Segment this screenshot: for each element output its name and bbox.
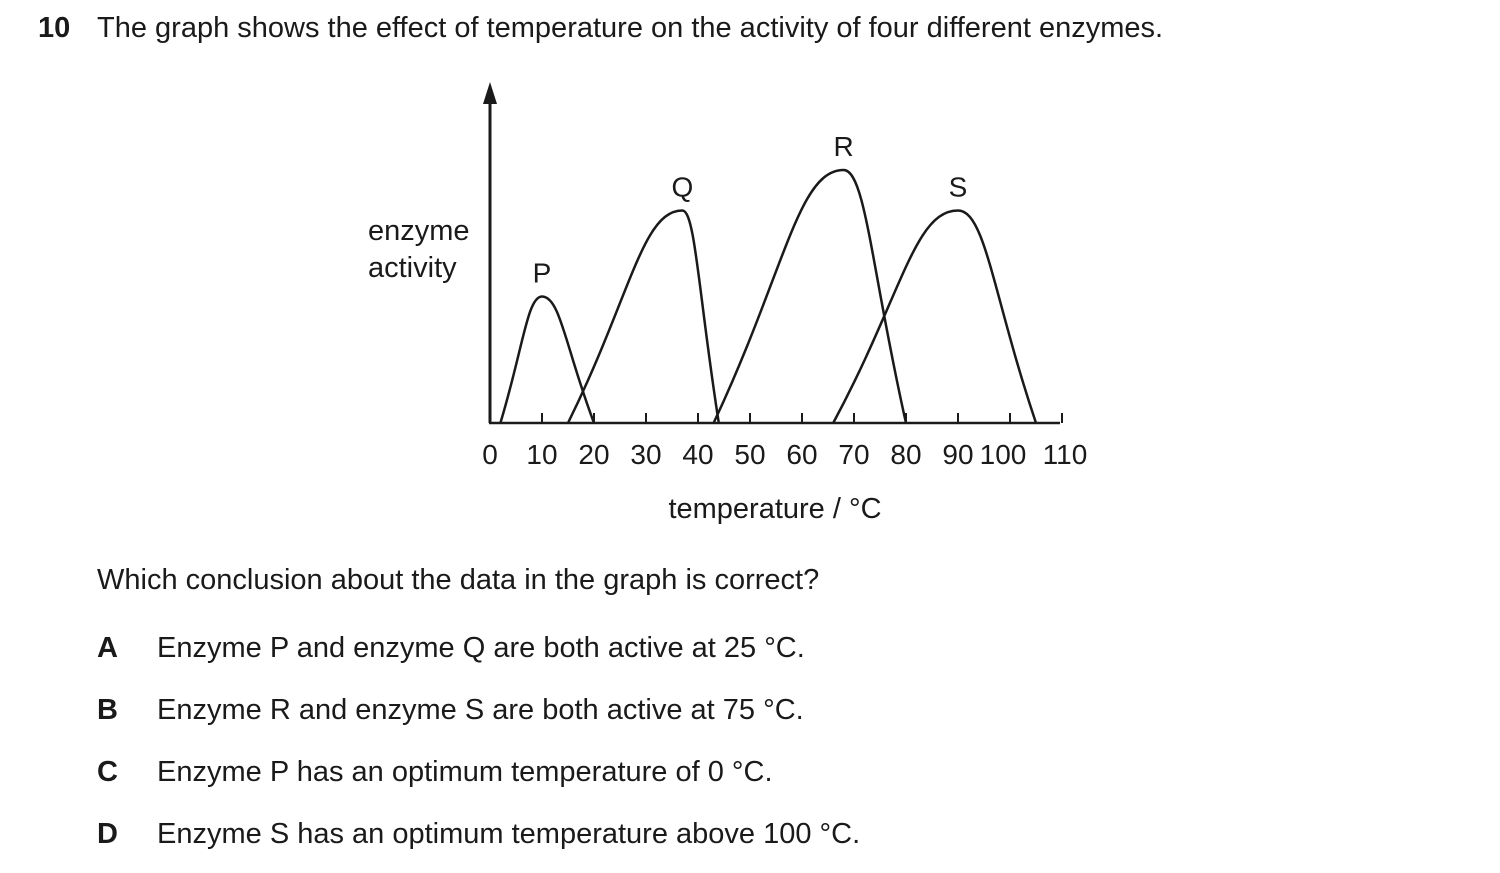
y-axis-label-line1: enzyme	[368, 215, 470, 247]
curve-label-p: P	[533, 258, 552, 289]
x-axis-label: temperature / °C	[668, 493, 881, 525]
x-tick-label: 70	[838, 439, 869, 470]
option-text: Enzyme P and enzyme Q are both active at…	[157, 632, 805, 664]
option-text: Enzyme S has an optimum temperature abov…	[157, 818, 861, 850]
x-tick-label: 20	[578, 439, 609, 470]
curve-q	[566, 209, 721, 424]
option-letter: D	[97, 818, 118, 850]
curve-label-s: S	[949, 171, 968, 202]
y-axis-arrow	[483, 82, 497, 104]
curve-s	[832, 209, 1038, 424]
option-letter: C	[97, 756, 118, 788]
x-tick-label: 110	[1043, 439, 1088, 470]
x-tick-label: 80	[890, 439, 921, 470]
option-letter: A	[97, 632, 118, 664]
curve-p	[499, 295, 596, 424]
enzyme-curves	[499, 168, 1038, 424]
option-text: Enzyme P has an optimum temperature of 0…	[157, 756, 773, 788]
option-letter: B	[97, 694, 118, 726]
x-tick-label: 0	[482, 439, 498, 470]
question-prompt: Which conclusion about the data in the g…	[97, 564, 820, 596]
enzyme-activity-chart: 0 10 20 30 40 50 60 70 80 90 100 110 P Q R S enzyme ac…	[368, 82, 1087, 525]
option-text: Enzyme R and enzyme S are both active at…	[157, 694, 804, 726]
curve-label-r: R	[833, 131, 853, 162]
question-number: 10	[38, 12, 71, 44]
x-tick-label: 30	[630, 439, 661, 470]
x-tick-labels: 0 10 20 30 40 50 60 70 80 90 100 110	[482, 439, 1087, 470]
x-tick-label: 50	[734, 439, 765, 470]
curve-r	[712, 168, 908, 424]
curve-label-q: Q	[672, 171, 694, 202]
question-stem: The graph shows the effect of temperatur…	[97, 12, 1164, 44]
y-axis-label-line2: activity	[368, 252, 457, 284]
curve-labels: P Q R S	[533, 131, 968, 289]
x-tick-label: 40	[682, 439, 713, 470]
x-tick-label: 90	[942, 439, 973, 470]
x-tick-label: 100	[980, 439, 1027, 470]
x-tick-label: 60	[786, 439, 817, 470]
x-tick-label: 10	[526, 439, 557, 470]
x-ticks	[489, 413, 1063, 423]
chart-axes	[483, 82, 1060, 425]
